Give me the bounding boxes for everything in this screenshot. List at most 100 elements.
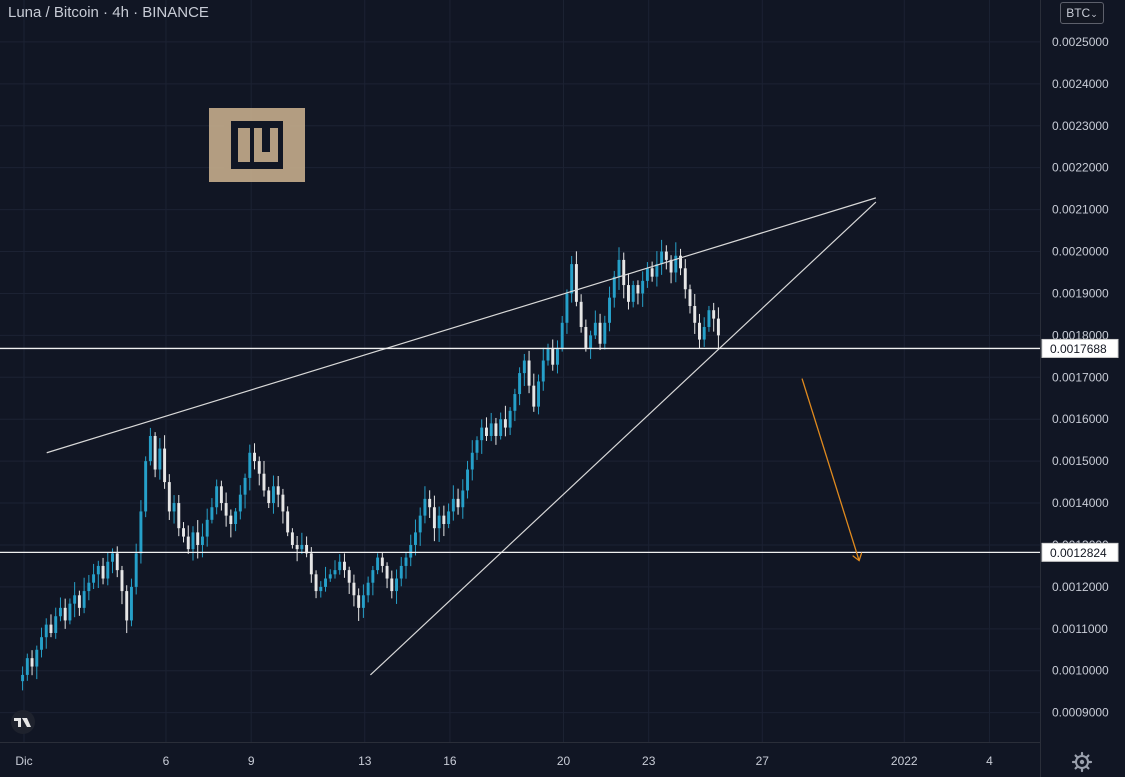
candle-body <box>390 578 394 592</box>
candle-body <box>470 452 474 470</box>
time-tick-label: 2022 <box>891 754 918 768</box>
candle-body <box>290 532 294 545</box>
candle-body <box>669 259 673 273</box>
candle-body <box>489 423 493 436</box>
candle-body <box>650 268 654 277</box>
candle-body <box>461 490 465 508</box>
candle-body <box>257 461 261 474</box>
candle-body <box>385 565 389 579</box>
currency-selector[interactable]: BTC⌄ <box>1060 2 1104 24</box>
gear-icon[interactable] <box>1071 751 1093 773</box>
candle-body <box>248 452 252 478</box>
candle-body <box>234 511 238 525</box>
candle-body <box>319 586 323 592</box>
time-axis[interactable]: Dic 6 9 13 16 20 23 27 2022 4 <box>0 742 1040 769</box>
price-tick-label: 0.0022000 <box>1052 161 1109 175</box>
candle-body <box>395 578 398 592</box>
candle-body <box>87 582 91 592</box>
candle-body <box>338 561 342 571</box>
candle-body <box>447 511 451 525</box>
candle-body <box>418 515 422 533</box>
candle-body <box>451 498 455 512</box>
candle-body <box>205 519 209 537</box>
price-level-label: 0.0017688 <box>1050 342 1107 356</box>
candle-body <box>466 469 469 491</box>
price-tick-label: 0.0009000 <box>1052 706 1109 720</box>
candle-body <box>352 582 356 596</box>
candle-body <box>44 624 48 638</box>
price-tick-label: 0.0011000 <box>1052 622 1108 636</box>
candle-body <box>200 536 204 545</box>
candle-body <box>698 322 701 340</box>
price-tick-label: 0.0018000 <box>1052 328 1109 342</box>
candle-body <box>522 360 526 374</box>
candle-body <box>253 452 256 462</box>
candle-body <box>324 578 327 587</box>
candle-body <box>21 674 25 682</box>
candle-body <box>570 264 574 294</box>
candle-body <box>40 637 43 650</box>
candle-body <box>423 498 427 516</box>
candle-body <box>380 557 384 566</box>
candle-body <box>314 574 318 592</box>
candle-body <box>518 373 522 395</box>
resistance-trendline[interactable] <box>46 197 877 454</box>
candle-body <box>77 595 81 608</box>
candle-body <box>125 591 129 621</box>
candle-body <box>82 591 86 608</box>
candle-body <box>556 347 559 365</box>
candle-body <box>508 410 512 428</box>
price-tick-label: 0.0014000 <box>1052 496 1109 510</box>
time-tick-label: 16 <box>443 754 457 768</box>
price-level-tag <box>1041 542 1119 562</box>
time-tick-label: 4 <box>986 754 993 768</box>
time-tick-label: 20 <box>557 754 571 768</box>
support-trendline[interactable] <box>370 201 877 676</box>
currency-label: BTC <box>1066 6 1091 20</box>
candle-body <box>58 607 62 617</box>
price-tick-label: 0.0025000 <box>1052 35 1109 49</box>
candle-body <box>366 582 370 596</box>
candle-body <box>295 544 299 550</box>
beincrypto-logo-icon <box>209 108 305 182</box>
price-tick-label: 0.0021000 <box>1052 203 1109 217</box>
time-tick-label: 6 <box>163 754 170 768</box>
price-tick-label: 0.0020000 <box>1052 245 1109 259</box>
candle-body <box>30 658 34 667</box>
candle-body <box>224 503 228 516</box>
candle-body <box>182 528 185 537</box>
candle-body <box>432 507 436 529</box>
candle-body <box>276 486 280 495</box>
candle-body <box>129 586 133 621</box>
candle-body <box>598 322 602 344</box>
candles <box>21 239 720 691</box>
price-axis[interactable]: 0.0025000 0.0024000 0.0023000 0.0022000 0.00… <box>1040 0 1125 777</box>
candle-body <box>622 259 626 286</box>
candle-body <box>219 486 223 504</box>
candle-body <box>305 544 309 554</box>
candle-body <box>532 385 536 407</box>
candle-body <box>111 553 114 562</box>
candle-body <box>309 553 313 575</box>
candle-body <box>579 301 583 327</box>
candle-body <box>376 557 380 571</box>
candle-body <box>503 419 507 428</box>
price-tick-label: 0.0012000 <box>1052 580 1109 594</box>
price-level-label: 0.0012824 <box>1050 546 1107 560</box>
candle-body <box>120 570 124 592</box>
candle-body <box>442 515 446 525</box>
candle-body <box>527 360 531 386</box>
candle-body <box>655 264 659 277</box>
candle-body <box>347 570 351 583</box>
projection-arrow[interactable] <box>801 378 859 560</box>
candle-body <box>683 268 687 290</box>
candle-body <box>688 289 692 307</box>
candle-body <box>229 515 233 525</box>
candle-body <box>328 574 332 579</box>
price-tick-label: 0.0024000 <box>1052 77 1109 91</box>
candle-body <box>565 293 569 323</box>
candle-body <box>210 507 214 520</box>
candle-body <box>560 322 564 348</box>
